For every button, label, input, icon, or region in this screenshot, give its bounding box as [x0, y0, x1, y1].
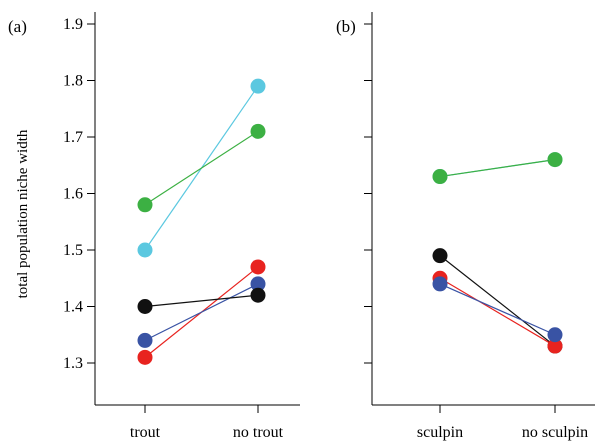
y-tick-label: 1.4	[63, 299, 83, 316]
data-point	[250, 287, 266, 303]
series-line	[439, 277, 556, 347]
series-line	[439, 283, 556, 336]
series-line	[144, 130, 259, 206]
series-line	[144, 294, 259, 308]
x-tick-label: no sculpin	[522, 424, 588, 441]
data-point	[137, 299, 153, 314]
data-point	[432, 169, 448, 185]
data-point	[432, 276, 448, 292]
data-point	[547, 338, 563, 354]
y-tick-label: 1.9	[63, 16, 83, 33]
series-line	[144, 283, 259, 341]
series-line	[439, 159, 556, 178]
data-point	[250, 259, 266, 275]
x-tick-label: no trout	[233, 424, 284, 441]
panel-label: (b)	[336, 17, 356, 36]
y-axis-label: total population niche width	[15, 129, 31, 298]
y-tick-label: 1.7	[63, 129, 83, 146]
y-tick-label: 1.5	[63, 242, 83, 259]
data-point	[432, 248, 448, 264]
x-tick-label: trout	[130, 424, 161, 441]
panel-label: (a)	[8, 17, 27, 36]
data-point	[137, 332, 153, 348]
data-point	[137, 197, 153, 213]
data-point	[547, 152, 563, 168]
data-point	[250, 123, 266, 139]
x-tick-label: sculpin	[417, 424, 463, 441]
panel-b: (b) sculpin no sculpin	[336, 12, 595, 441]
panel-a: (a) 1.3 1.4 1.5 1.6 1.7 1.8 1.9 trout no trout	[8, 12, 300, 441]
y-tick-label: 1.3	[63, 355, 83, 372]
data-point	[137, 349, 153, 365]
series-line	[439, 255, 556, 347]
data-point	[137, 242, 153, 258]
data-point	[250, 78, 266, 94]
y-tick-label: 1.6	[63, 186, 83, 203]
data-point	[250, 276, 266, 292]
data-point	[547, 327, 563, 343]
y-tick-label: 1.8	[63, 73, 83, 90]
